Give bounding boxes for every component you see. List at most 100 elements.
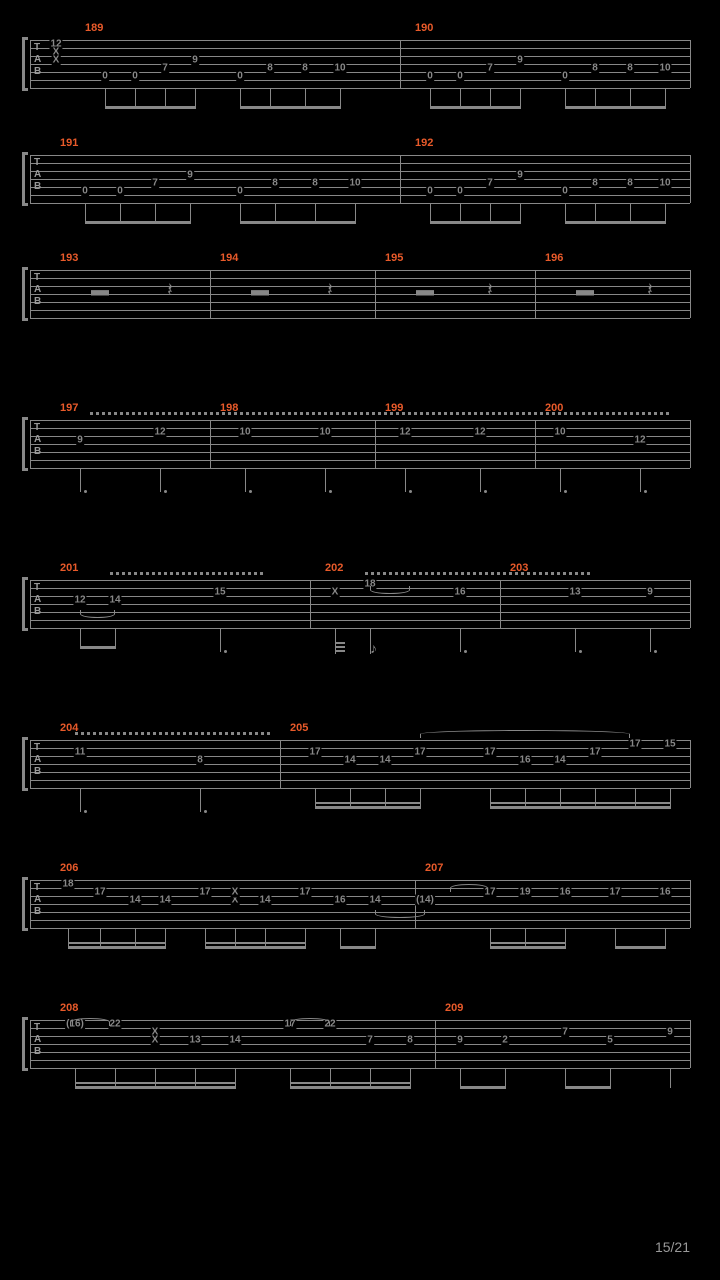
- beam: [75, 1082, 236, 1084]
- measure-number: 202: [325, 562, 343, 574]
- fret-number: 0: [456, 71, 464, 82]
- barline: [690, 880, 691, 928]
- beam: [615, 946, 666, 949]
- tremolo-line: [75, 732, 270, 735]
- barline: [310, 580, 311, 628]
- note-stem: [565, 88, 566, 108]
- tab-clef: TAB: [34, 742, 41, 778]
- fret-number: 9: [646, 587, 654, 598]
- fret-number: 15: [213, 587, 226, 598]
- duration-dot: [409, 490, 412, 493]
- fret-number: 8: [311, 178, 319, 189]
- measure-number: 192: [415, 137, 433, 149]
- fret-number: 8: [301, 63, 309, 74]
- fret-number: 2: [501, 1035, 509, 1046]
- barline: [690, 40, 691, 88]
- staff-bracket: [22, 1017, 28, 1071]
- note-stem: [165, 88, 166, 108]
- barline: [690, 420, 691, 468]
- note-stem: [325, 468, 326, 492]
- beam: [85, 221, 191, 224]
- barline: [690, 155, 691, 203]
- fret-number: 14: [553, 755, 566, 766]
- tab-clef: TAB: [34, 882, 41, 918]
- fret-number: 17: [483, 747, 496, 758]
- beam: [565, 106, 666, 109]
- fret-number: 17: [608, 887, 621, 898]
- note-stem: [245, 468, 246, 492]
- rest-symbol: ▬: [251, 280, 269, 301]
- fret-number: 22: [108, 1019, 121, 1030]
- note-stem: [665, 203, 666, 223]
- tab-staff: 1817141417XX14171614(14)1719161716TAB206…: [30, 880, 690, 928]
- fret-number: X: [151, 1035, 160, 1046]
- beam: [335, 650, 345, 652]
- flag: ♪: [370, 640, 377, 656]
- barline: [690, 1020, 691, 1068]
- staff-lines: (16)22XX131417227892759: [30, 1020, 690, 1068]
- note-stem: [480, 468, 481, 492]
- fret-number: 10: [333, 63, 346, 74]
- barline: [690, 270, 691, 318]
- tab-staff: 12XX007908810007908810TAB189190: [30, 40, 690, 88]
- staff-bracket: [22, 267, 28, 321]
- duration-dot: [464, 650, 467, 653]
- note-stem: [525, 928, 526, 948]
- note-stem: [640, 468, 641, 492]
- barline: [210, 420, 211, 468]
- note-stem: [305, 88, 306, 108]
- duration-dot: [204, 810, 207, 813]
- note-stem: [520, 88, 521, 108]
- measure-number: 191: [60, 137, 78, 149]
- note-stem: [220, 628, 221, 652]
- tab-staff: 007908810007908810TAB191192: [30, 155, 690, 203]
- staff-bracket: [22, 577, 28, 631]
- beam: [240, 106, 341, 109]
- note-stem: [505, 1068, 506, 1088]
- rest-symbol: 𝄽: [167, 280, 173, 301]
- tie: [420, 730, 630, 738]
- beam: [460, 1086, 506, 1089]
- beam: [205, 946, 306, 949]
- barline: [30, 580, 31, 628]
- fret-number: 16: [518, 755, 531, 766]
- note-stem: [575, 628, 576, 652]
- tie: [375, 910, 425, 918]
- tab-clef: TAB: [34, 422, 41, 458]
- rest-symbol: ▬: [416, 280, 434, 301]
- staff-bracket: [22, 417, 28, 471]
- note-stem: [305, 928, 306, 948]
- fret-number: 14: [343, 755, 356, 766]
- beam: [205, 942, 306, 944]
- note-stem: [420, 788, 421, 808]
- fret-number: 10: [348, 178, 361, 189]
- note-stem: [560, 788, 561, 808]
- barline: [280, 740, 281, 788]
- fret-number: 19: [518, 887, 531, 898]
- tie: [370, 586, 410, 594]
- rest-symbol: 𝄽: [487, 280, 493, 301]
- fret-number: 12: [633, 435, 646, 446]
- fret-number: 11: [74, 747, 87, 758]
- staff-lines: ▬𝄽▬𝄽▬𝄽▬𝄽: [30, 270, 690, 318]
- note-stem: [68, 928, 69, 948]
- note-stem: [340, 88, 341, 108]
- barline: [400, 40, 401, 88]
- note-stem: [315, 788, 316, 808]
- beam: [430, 106, 521, 109]
- note-stem: [650, 628, 651, 652]
- fret-number: 14: [368, 895, 381, 906]
- note-stem: [630, 88, 631, 108]
- measure-number: 197: [60, 402, 78, 414]
- barline: [30, 40, 31, 88]
- note-stem: [75, 1068, 76, 1088]
- barline: [535, 420, 536, 468]
- staff-lines: 12XX007908810007908810: [30, 40, 690, 88]
- rest-symbol: ▬: [91, 280, 109, 301]
- fret-number: 10: [238, 427, 251, 438]
- note-stem: [265, 928, 266, 948]
- fret-number: 17: [298, 887, 311, 898]
- rest-symbol: ▬: [576, 280, 594, 301]
- note-stem: [315, 203, 316, 223]
- tab-staff: 912101012121012TAB197198199200: [30, 420, 690, 468]
